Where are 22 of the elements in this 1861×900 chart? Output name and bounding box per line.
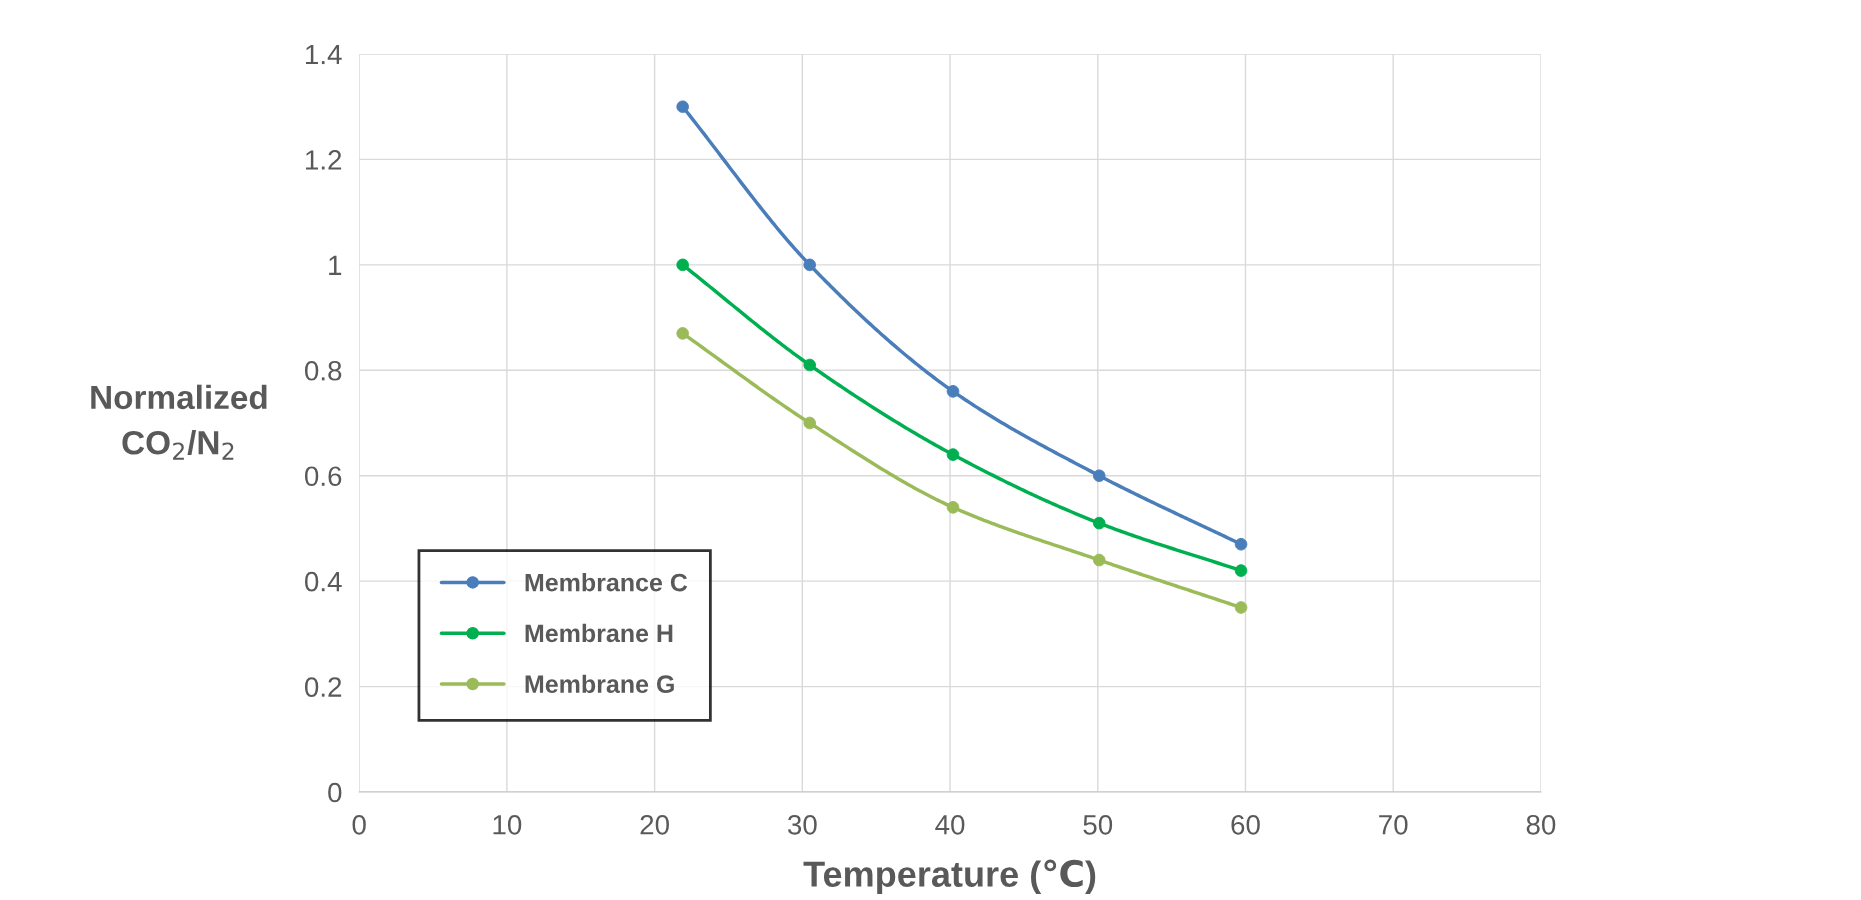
y-tick-label: 0 [328, 782, 342, 803]
y-tick-label: 1 [329, 255, 342, 275]
x-tick-label: 40 [935, 814, 965, 835]
legend-label: Membrane H [525, 623, 673, 643]
legend-label: Membrane G [525, 674, 674, 694]
y-tick-label: 1.2 [306, 150, 342, 170]
x-tick-label: 0 [352, 814, 366, 835]
x-tick-label: 80 [1526, 814, 1556, 835]
y-tick-label: 0.6 [304, 466, 342, 487]
x-axis-title: Temperature (℃) [803, 859, 1096, 895]
x-tick-label: 60 [1231, 814, 1260, 835]
x-tick-label: 70 [1379, 814, 1408, 835]
y-tick-label: 0.2 [304, 677, 342, 697]
y-tick-label: 0.8 [304, 360, 342, 381]
x-tick-label: 50 [1083, 814, 1113, 835]
x-tick-label: 10 [493, 814, 522, 835]
x-tick-label: 20 [640, 814, 669, 835]
x-tick-label: 30 [787, 814, 817, 835]
legend-label: Membrance C [525, 573, 688, 592]
y-tick-label: 0.4 [304, 571, 342, 592]
y-tick-label: 1.4 [306, 44, 342, 65]
y-axis-title: Normalized CO$_{2}$/N$_{2}$ [91, 384, 267, 460]
